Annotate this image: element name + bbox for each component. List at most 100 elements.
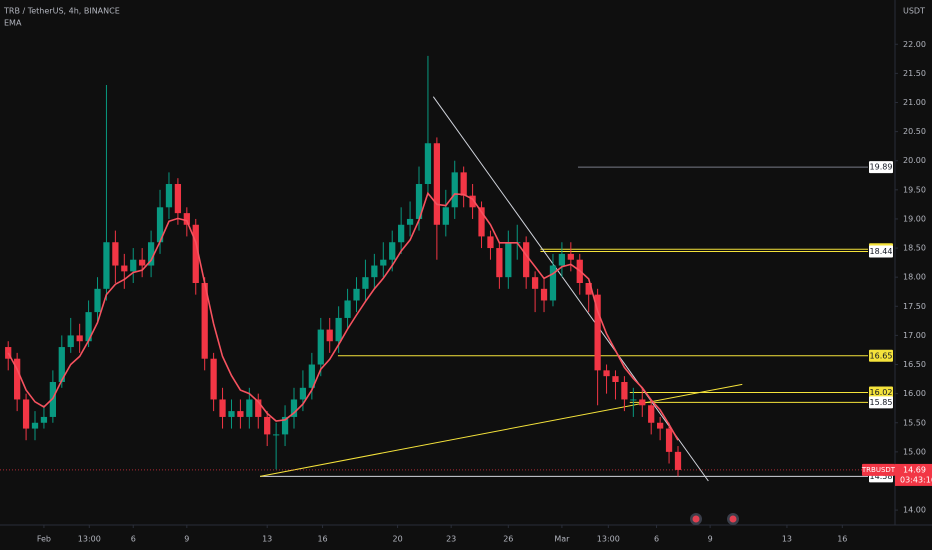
candle-body	[147, 242, 155, 266]
y-tick-label: 20.00	[903, 156, 926, 165]
candle-body	[156, 207, 164, 243]
x-tick-label: 13:00	[78, 535, 101, 544]
indicator-name: EMA	[4, 19, 22, 28]
level-label-bg	[869, 245, 893, 258]
candle-body	[665, 428, 673, 452]
candle-body	[326, 329, 333, 342]
x-tick-label: 16	[317, 535, 327, 544]
x-tick-label: 13	[782, 535, 792, 544]
y-tick-label: 18.50	[903, 244, 926, 253]
candle-body	[415, 184, 423, 219]
y-tick-label: 21.50	[903, 69, 926, 78]
candle-body	[219, 399, 226, 417]
x-tick-label: Feb	[37, 535, 51, 544]
candle-body	[630, 399, 637, 401]
candle-body	[58, 347, 65, 382]
x-tick-label: 9	[184, 535, 189, 544]
y-tick-label: 20.50	[903, 127, 926, 136]
candle-body	[317, 329, 324, 365]
candle-body	[299, 387, 307, 400]
candle-body	[371, 265, 378, 278]
candle-body	[335, 317, 342, 342]
candle-body	[567, 253, 574, 260]
candle-body	[406, 218, 414, 225]
event-icon-dot	[692, 515, 700, 523]
y-tick-label: 16.00	[903, 389, 926, 398]
candle-body	[264, 416, 271, 435]
candle-body	[22, 399, 30, 429]
level-label: 14.58	[870, 472, 893, 481]
y-tick-label: 21.00	[903, 98, 926, 107]
y-tick-label: 19.00	[903, 214, 926, 223]
candle-body	[344, 300, 351, 318]
event-icon[interactable]	[690, 513, 702, 525]
candle-body	[246, 399, 253, 417]
candle-body	[94, 288, 101, 313]
x-tick-label: 13:00	[597, 535, 620, 544]
candle-body	[49, 381, 56, 417]
candle-body	[273, 434, 280, 436]
candle-body	[540, 288, 548, 301]
level-label-bg	[869, 349, 893, 362]
candle-body	[460, 172, 467, 196]
candle-body	[40, 416, 48, 423]
candle-body	[505, 242, 512, 278]
candle-body	[603, 370, 610, 377]
candle-body	[121, 265, 128, 272]
y-tick-label: 18.00	[903, 273, 926, 282]
level-label: 15.85	[870, 398, 893, 407]
y-tick-label: 15.50	[903, 418, 926, 427]
candle-body	[531, 277, 539, 289]
level-label: 18.44	[870, 247, 893, 256]
symbol-label: TRBUSDT	[861, 466, 896, 474]
candle-body	[103, 242, 110, 289]
candle-body	[558, 253, 566, 266]
candle-body	[5, 347, 12, 359]
event-icon-dot	[729, 515, 737, 523]
candle-body	[31, 422, 39, 429]
x-tick-label: 26	[503, 535, 513, 544]
candle-body	[549, 265, 557, 301]
x-tick-label: 13	[262, 535, 272, 544]
level-label-bg	[869, 161, 893, 174]
y-tick-label: 22.00	[903, 40, 926, 49]
x-tick-label: 23	[446, 535, 456, 544]
candle-body	[130, 259, 137, 272]
candle-body	[585, 283, 592, 295]
candle-body	[237, 411, 244, 417]
candle-body	[281, 416, 289, 435]
candle-body	[112, 242, 119, 266]
candle-body	[612, 376, 619, 382]
x-tick-label: 9	[708, 535, 713, 544]
candle-body	[496, 248, 503, 278]
candle-body	[139, 259, 146, 266]
candle-body	[478, 207, 485, 237]
candle-body	[67, 335, 74, 348]
candle-body	[398, 224, 405, 243]
candle-body	[210, 358, 217, 400]
candle-body	[487, 236, 494, 249]
candle-body	[85, 312, 92, 342]
candle-body	[228, 411, 235, 417]
candle-body	[433, 143, 440, 225]
level-label: 16.02	[870, 388, 893, 397]
candle-body	[290, 399, 298, 417]
x-tick-label: 6	[131, 535, 136, 544]
candle-body	[424, 143, 432, 185]
candle-body	[14, 358, 21, 400]
candle-body	[469, 195, 476, 208]
event-icon[interactable]	[727, 513, 739, 525]
y-tick-label: 14.00	[903, 506, 926, 515]
last-price-bg	[895, 463, 932, 486]
candle-body	[353, 288, 360, 301]
y-tick-label: 19.50	[903, 185, 926, 194]
level-label-bg	[869, 396, 893, 409]
candle-body	[76, 335, 83, 342]
candle-body	[657, 422, 664, 429]
last-price-label: 14.69	[903, 465, 926, 474]
candle-body	[201, 283, 208, 359]
candle-body	[621, 381, 628, 400]
